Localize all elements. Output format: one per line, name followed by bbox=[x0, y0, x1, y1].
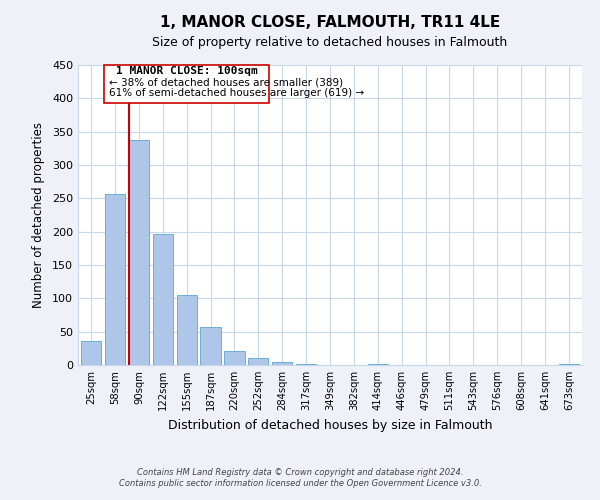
Text: 61% of semi-detached houses are larger (619) →: 61% of semi-detached houses are larger (… bbox=[109, 88, 364, 98]
Y-axis label: Number of detached properties: Number of detached properties bbox=[32, 122, 45, 308]
Text: Size of property relative to detached houses in Falmouth: Size of property relative to detached ho… bbox=[152, 36, 508, 49]
Text: 1, MANOR CLOSE, FALMOUTH, TR11 4LE: 1, MANOR CLOSE, FALMOUTH, TR11 4LE bbox=[160, 15, 500, 30]
Bar bbox=[81, 341, 101, 365]
Bar bbox=[248, 358, 268, 365]
Bar bbox=[176, 295, 197, 365]
Bar bbox=[368, 364, 388, 365]
Bar bbox=[272, 362, 292, 365]
Bar bbox=[200, 327, 221, 365]
Bar bbox=[129, 140, 149, 365]
X-axis label: Distribution of detached houses by size in Falmouth: Distribution of detached houses by size … bbox=[168, 418, 492, 432]
Bar bbox=[105, 194, 125, 365]
Bar bbox=[224, 351, 245, 365]
Text: 1 MANOR CLOSE: 100sqm: 1 MANOR CLOSE: 100sqm bbox=[116, 66, 257, 76]
Bar bbox=[152, 234, 173, 365]
FancyBboxPatch shape bbox=[104, 65, 269, 103]
Bar bbox=[559, 364, 579, 365]
Text: ← 38% of detached houses are smaller (389): ← 38% of detached houses are smaller (38… bbox=[109, 78, 343, 88]
Bar bbox=[296, 364, 316, 365]
Text: Contains HM Land Registry data © Crown copyright and database right 2024.
Contai: Contains HM Land Registry data © Crown c… bbox=[119, 468, 481, 487]
